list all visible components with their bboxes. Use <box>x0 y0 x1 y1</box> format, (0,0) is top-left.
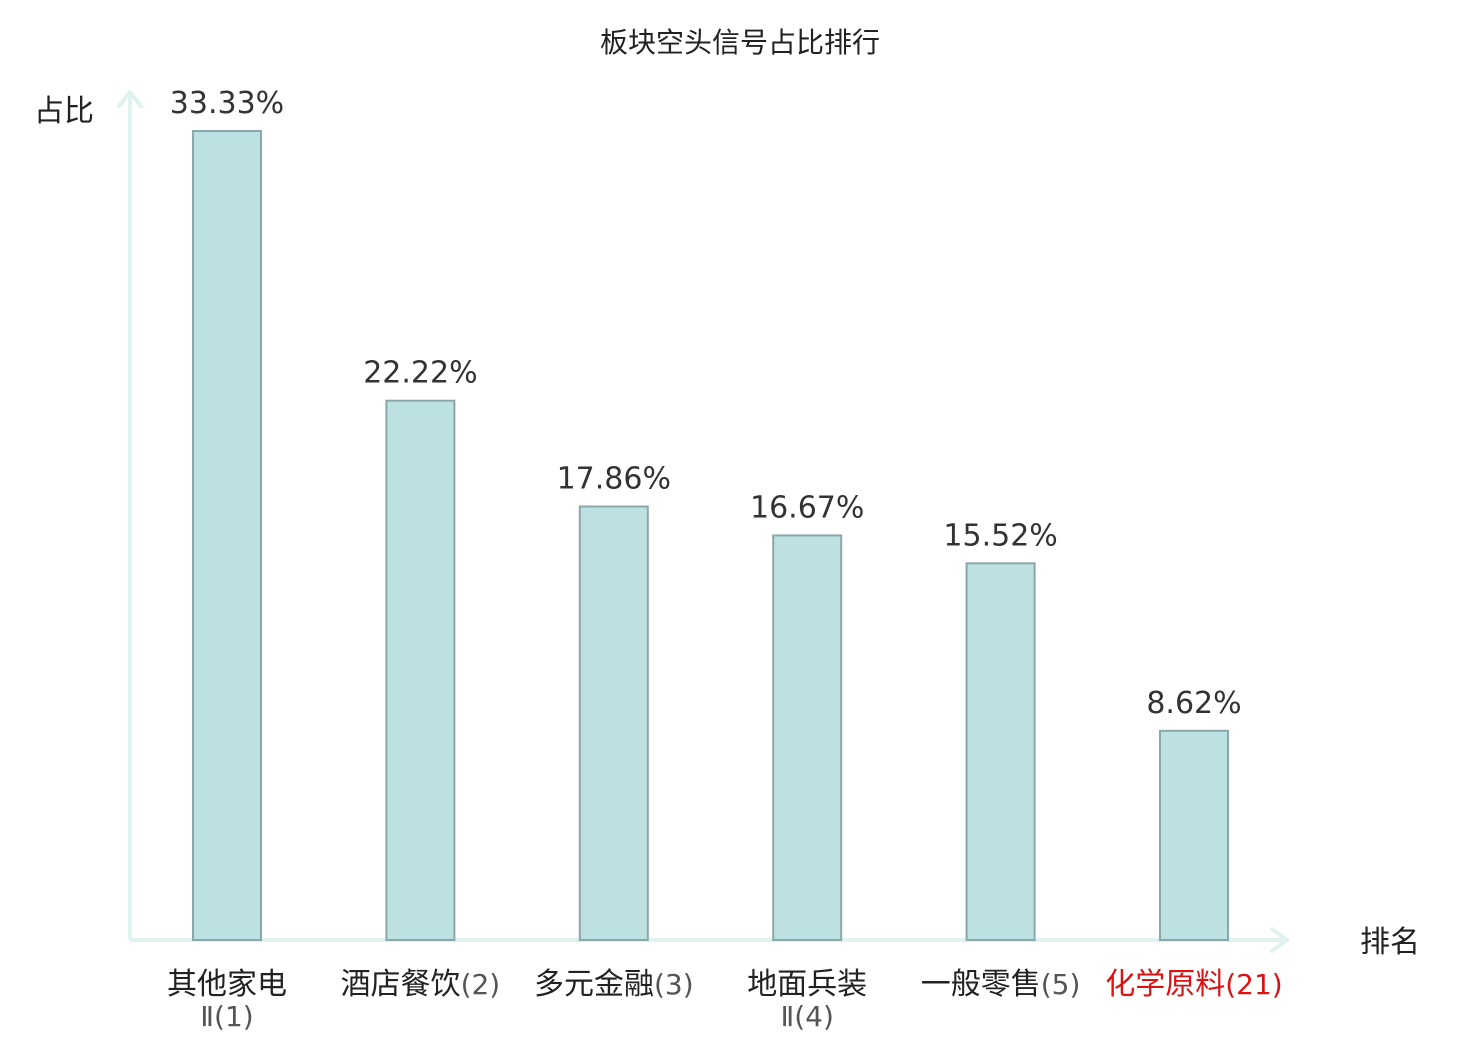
value-label-2: 22.22% <box>363 356 477 391</box>
value-label-6: 8.62% <box>1146 686 1241 721</box>
value-label-5: 15.52% <box>943 518 1057 553</box>
category-name-5: 一般零售 <box>921 967 1041 1002</box>
bars-layer <box>192 130 1229 942</box>
category-name-2: 酒店餐饮 <box>341 967 461 1002</box>
value-label-4: 16.67% <box>750 490 864 525</box>
category-name-1: 其他家电 <box>167 967 287 1002</box>
y-axis-label: 占比 <box>34 94 94 129</box>
category-label-1: 其他家电 Ⅱ(1) <box>167 967 287 1033</box>
category-rank-4: Ⅱ(4) <box>780 1000 833 1033</box>
category-label-5: 一般零售(5) <box>921 967 1081 1002</box>
category-name-4: 地面兵装 <box>747 967 867 1002</box>
bar-5 <box>965 562 1036 941</box>
category-rank-1: Ⅱ(1) <box>200 1000 253 1033</box>
x-axis-arrow <box>1270 927 1289 953</box>
bar-4 <box>772 534 843 942</box>
category-rank-2: (2) <box>461 968 501 1001</box>
value-label-1: 33.33% <box>170 86 284 121</box>
y-axis-arrow <box>117 90 143 108</box>
category-rank-5: (5) <box>1041 968 1081 1001</box>
category-label-2: 酒店餐饮(2) <box>341 967 501 1002</box>
bar-1 <box>192 130 262 941</box>
category-rank-3: (3) <box>654 968 694 1001</box>
category-rank-6: (21) <box>1225 968 1282 1001</box>
category-name-3: 多元金融 <box>534 967 654 1002</box>
labels-layer: 33.33% 其他家电 Ⅱ(1) 22.22% 酒店餐饮(2) 17.86% 多元金融(3)… <box>167 86 1283 1033</box>
chart-title: 板块空头信号占比排行 <box>600 26 880 59</box>
value-label-3: 17.86% <box>557 462 671 497</box>
bar-2 <box>385 399 456 941</box>
category-name-6: 化学原料 <box>1105 967 1225 1002</box>
category-label-3: 多元金融(3) <box>534 967 694 1002</box>
bar-6 <box>1159 729 1229 941</box>
category-label-6: 化学原料(21) <box>1105 967 1282 1002</box>
category-label-4: 地面兵装 Ⅱ(4) <box>747 967 867 1033</box>
bar-3 <box>578 505 649 941</box>
x-axis-label: 排名 <box>1360 925 1420 960</box>
